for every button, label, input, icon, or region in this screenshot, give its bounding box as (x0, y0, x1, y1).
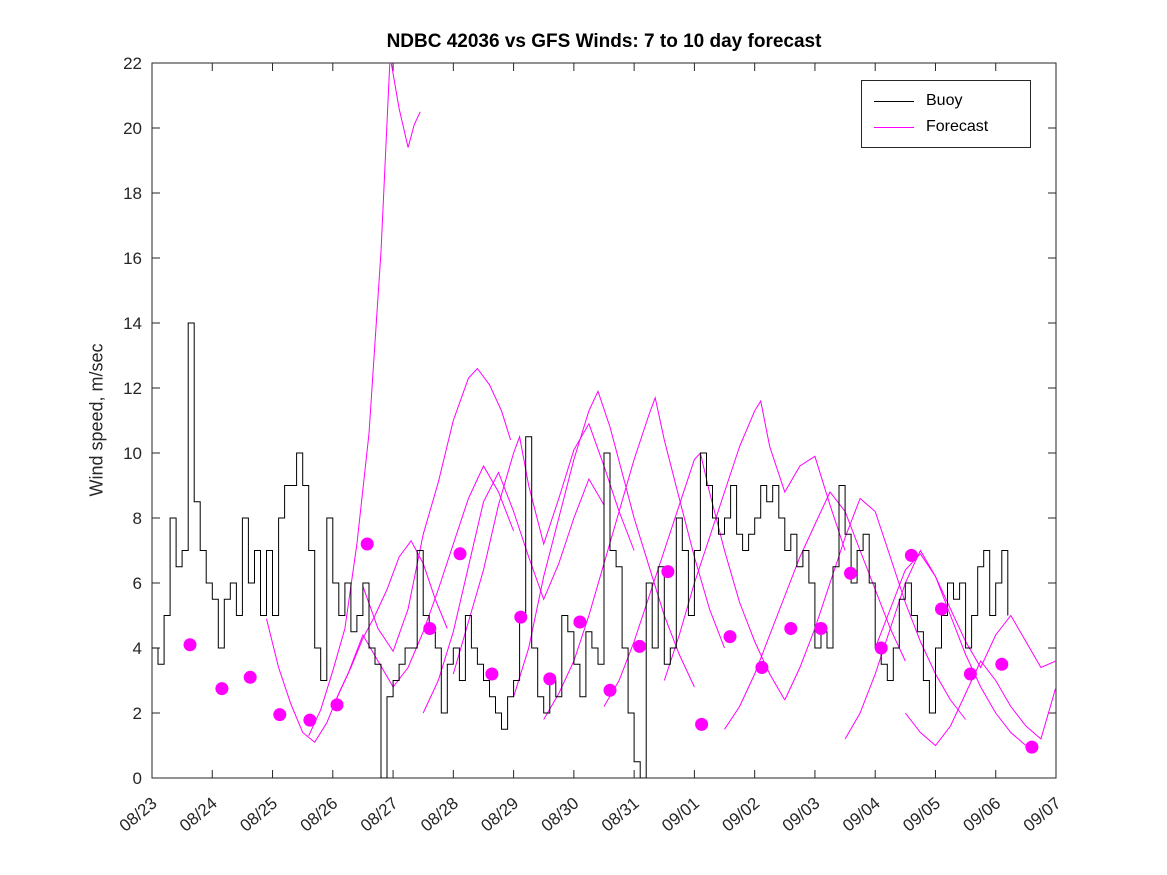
x-tick-label: 08/24 (176, 794, 221, 836)
legend-label-buoy: Buoy (926, 92, 963, 109)
legend-entry-buoy: Buoy (874, 88, 1018, 114)
forecast-dot (243, 670, 257, 684)
forecast-series-line (543, 396, 725, 720)
y-tick-label: 6 (133, 574, 142, 593)
x-tick-label: 08/26 (297, 794, 342, 836)
forecast-dot (215, 682, 229, 696)
forecast-dot (273, 708, 287, 722)
y-tick-label: 22 (123, 54, 142, 73)
y-tick-label: 18 (123, 184, 142, 203)
forecast-series-line (422, 471, 605, 714)
buoy-line-swatch (874, 100, 914, 102)
forecast-dot (303, 713, 317, 727)
x-tick-label: 08/28 (417, 794, 462, 836)
forecast-dot (814, 622, 828, 635)
forecast-series-line (308, 63, 421, 737)
x-tick-label: 09/06 (959, 794, 1004, 836)
x-tick-label: 08/23 (116, 794, 161, 836)
forecast-dot (935, 602, 948, 616)
x-tick-label: 09/05 (899, 794, 944, 836)
y-tick-label: 16 (123, 249, 142, 268)
forecast-series-line (904, 660, 1056, 747)
x-tick-label: 09/01 (658, 794, 703, 836)
forecast-dot (904, 548, 918, 562)
forecast-dot (661, 565, 675, 579)
series-group (152, 63, 1056, 778)
forecast-dot (330, 698, 344, 712)
forecast-dot (573, 615, 587, 629)
x-tick-label: 08/30 (538, 794, 583, 836)
y-tick-label: 8 (133, 509, 142, 528)
buoy-series-line (152, 322, 1009, 778)
forecast-dot (1025, 740, 1039, 754)
forecast-dot (514, 610, 528, 624)
y-tick-label: 10 (123, 444, 142, 463)
x-tick-label: 08/25 (236, 794, 281, 836)
y-tick-label: 0 (133, 769, 142, 788)
forecast-series-line (603, 451, 786, 707)
forecast-dot (633, 639, 647, 653)
forecast-dot (723, 630, 737, 644)
forecast-dot (874, 641, 888, 655)
chart-title: NDBC 42036 vs GFS Winds: 7 to 10 day for… (386, 31, 822, 52)
forecast-dot (844, 566, 857, 580)
x-tick-label: 08/27 (357, 794, 402, 836)
y-tick-label: 4 (133, 639, 142, 658)
forecast-series-line (663, 399, 846, 681)
forecast-dot (485, 667, 499, 681)
y-tick-label: 20 (123, 119, 142, 138)
y-tick-label: 2 (133, 704, 142, 723)
x-tick-label: 09/02 (718, 794, 763, 836)
legend-box: Buoy Forecast (861, 80, 1031, 148)
forecast-line-swatch (874, 126, 914, 128)
y-axis-label: Wind speed, m/sec (86, 343, 107, 497)
forecast-dot (784, 622, 798, 635)
x-tick-label: 08/29 (477, 794, 522, 836)
y-tick-label: 14 (123, 314, 142, 333)
forecast-series-line (362, 367, 512, 653)
legend-entry-forecast: Forecast (874, 114, 1018, 140)
forecast-dot (695, 717, 709, 731)
forecast-dot (423, 622, 437, 635)
forecast-series-line (266, 539, 448, 744)
axis-box (151, 62, 1057, 779)
forecast-dot (360, 537, 374, 551)
forecast-dot (183, 638, 197, 652)
x-tick-label: 09/03 (779, 794, 824, 836)
x-tick-label: 08/31 (598, 794, 643, 836)
legend-label-forecast: Forecast (926, 118, 989, 135)
x-tick-label: 09/07 (1020, 794, 1065, 836)
forecast-dot (453, 547, 467, 561)
forecast-dot (755, 661, 769, 674)
y-tick-label: 12 (123, 379, 142, 398)
forecast-series-line (452, 422, 635, 675)
forecast-series-line (513, 389, 695, 697)
forecast-dot (963, 667, 977, 681)
x-tick-label: 09/04 (839, 794, 884, 836)
forecast-series-line (332, 464, 515, 707)
forecast-dot (995, 657, 1009, 671)
forecast-dot (543, 672, 557, 686)
forecast-dot (603, 683, 617, 697)
